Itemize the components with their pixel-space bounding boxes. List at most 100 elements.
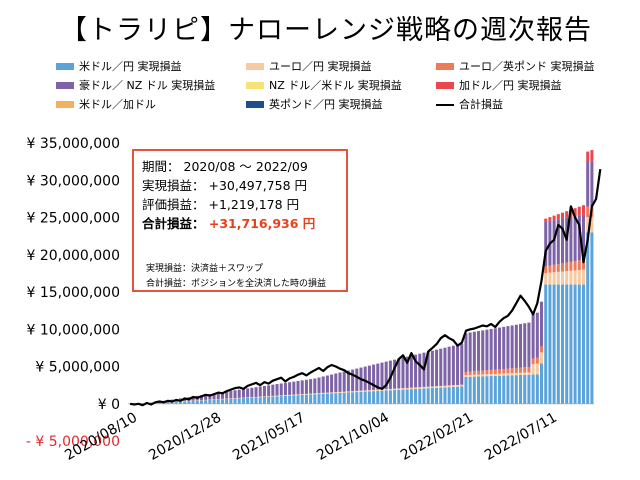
- bar-segment: [460, 343, 464, 385]
- legend-swatch: [436, 103, 454, 106]
- bar-segment: [195, 400, 199, 404]
- y-tick-label: ¥ 30,000,000: [26, 173, 120, 189]
- bar-segment: [506, 368, 510, 374]
- bar-segment: [502, 375, 506, 404]
- bar-segment: [514, 324, 518, 368]
- bar-segment: [279, 395, 283, 397]
- bar-segment: [393, 390, 397, 404]
- unrealized-value: +1,219,178 円: [208, 197, 300, 212]
- bar-segment: [498, 369, 502, 374]
- bar-segment: [208, 393, 212, 400]
- bar-segment: [430, 386, 434, 389]
- bar-segment: [393, 359, 397, 389]
- bar-segment: [376, 363, 380, 390]
- bar-segment: [510, 325, 514, 369]
- bar-segment: [246, 388, 250, 398]
- bar-segment: [510, 368, 514, 374]
- bar-segment: [325, 375, 329, 393]
- bar-segment: [296, 395, 300, 404]
- bar-segment: [216, 399, 220, 400]
- bar-segment: [464, 376, 468, 404]
- bar-segment: [569, 261, 573, 271]
- bar-segment: [304, 394, 308, 404]
- bar-segment: [590, 161, 594, 206]
- bar-segment: [544, 221, 548, 267]
- bar-segment: [262, 385, 266, 397]
- bar-segment: [510, 375, 514, 404]
- bar-segment: [296, 394, 300, 396]
- bar-segment: [456, 384, 460, 387]
- bar-segment: [573, 284, 577, 404]
- legend-label: NZ ドル／米ドル 実現損益: [269, 79, 402, 92]
- bar-segment: [384, 389, 388, 391]
- bar-segment: [535, 357, 539, 364]
- bar-segment: [426, 388, 430, 404]
- bar-segment: [372, 364, 376, 390]
- bar-segment: [258, 396, 262, 398]
- bar-segment: [552, 284, 556, 404]
- legend-swatch: [436, 62, 454, 70]
- bar-segment: [401, 357, 405, 389]
- bar-segment: [241, 397, 245, 399]
- bar-segment: [191, 396, 195, 401]
- bar-segment: [250, 397, 254, 398]
- bar-segment: [590, 232, 594, 404]
- bar-segment: [552, 215, 556, 221]
- x-tick-label: 2022/07/11: [482, 410, 560, 464]
- bar-segment: [262, 396, 266, 397]
- bar-segment: [241, 389, 245, 398]
- legend-label: ユーロ／円 実現損益: [269, 60, 372, 73]
- bar-segment: [493, 375, 497, 404]
- bar-segment: [523, 367, 527, 373]
- bar-segment: [502, 326, 506, 369]
- bar-segment: [426, 386, 430, 389]
- bar-segment: [346, 370, 350, 392]
- note-realized: 実現損益：決済益＋スワップ: [146, 264, 264, 274]
- bar-segment: [435, 387, 439, 404]
- bar-segment: [405, 389, 409, 404]
- bar-segment: [477, 374, 481, 377]
- bar-segment: [514, 375, 518, 404]
- bar-segment: [141, 403, 145, 404]
- bar-segment: [157, 402, 161, 404]
- bar-segment: [460, 384, 464, 387]
- bar-segment: [275, 384, 279, 396]
- bar-segment: [334, 392, 338, 394]
- bar-segment: [241, 398, 245, 404]
- bar-segment: [187, 400, 191, 404]
- bar-segment: [283, 382, 287, 396]
- bar-segment: [498, 375, 502, 404]
- period-value: 2020/08 ～ 2022/09: [183, 159, 308, 174]
- bar-segment: [556, 219, 560, 265]
- bar-segment: [510, 373, 514, 376]
- bar-segment: [351, 392, 355, 404]
- bar-segment: [451, 385, 455, 387]
- legend-label: ユーロ／英ポンド 実現損益: [459, 60, 595, 73]
- bar-segment: [548, 284, 552, 404]
- bar-segment: [531, 364, 535, 375]
- bar-segment: [191, 400, 195, 404]
- bar-segment: [254, 387, 258, 397]
- y-tick-label: ¥ 15,000,000: [26, 285, 120, 301]
- period-row: 期間： 2020/08 ～ 2022/09: [142, 157, 338, 176]
- bar-segment: [409, 389, 413, 404]
- bar-segment: [229, 398, 233, 399]
- bar-segment: [552, 264, 556, 273]
- bar-segment: [527, 322, 531, 367]
- legend-item: 加ドル／円 実現損益: [436, 77, 562, 93]
- bar-segment: [330, 393, 334, 404]
- bar-segment: [208, 399, 212, 401]
- bar-segment: [531, 313, 535, 359]
- unrealized-row: 評価損益： +1,219,178 円: [142, 195, 338, 214]
- bar-segment: [481, 370, 485, 375]
- bar-segment: [548, 265, 552, 273]
- y-tick-label: ¥ 10,000,000: [26, 322, 120, 338]
- bar-segment: [334, 373, 338, 393]
- bar-segment: [485, 376, 489, 404]
- bar-segment: [561, 212, 565, 219]
- realized-row: 実現損益： +30,497,758 円: [142, 176, 338, 195]
- bar-segment: [267, 396, 271, 397]
- bar-segment: [477, 370, 481, 375]
- bar-segment: [519, 367, 523, 373]
- bar-segment: [317, 394, 321, 404]
